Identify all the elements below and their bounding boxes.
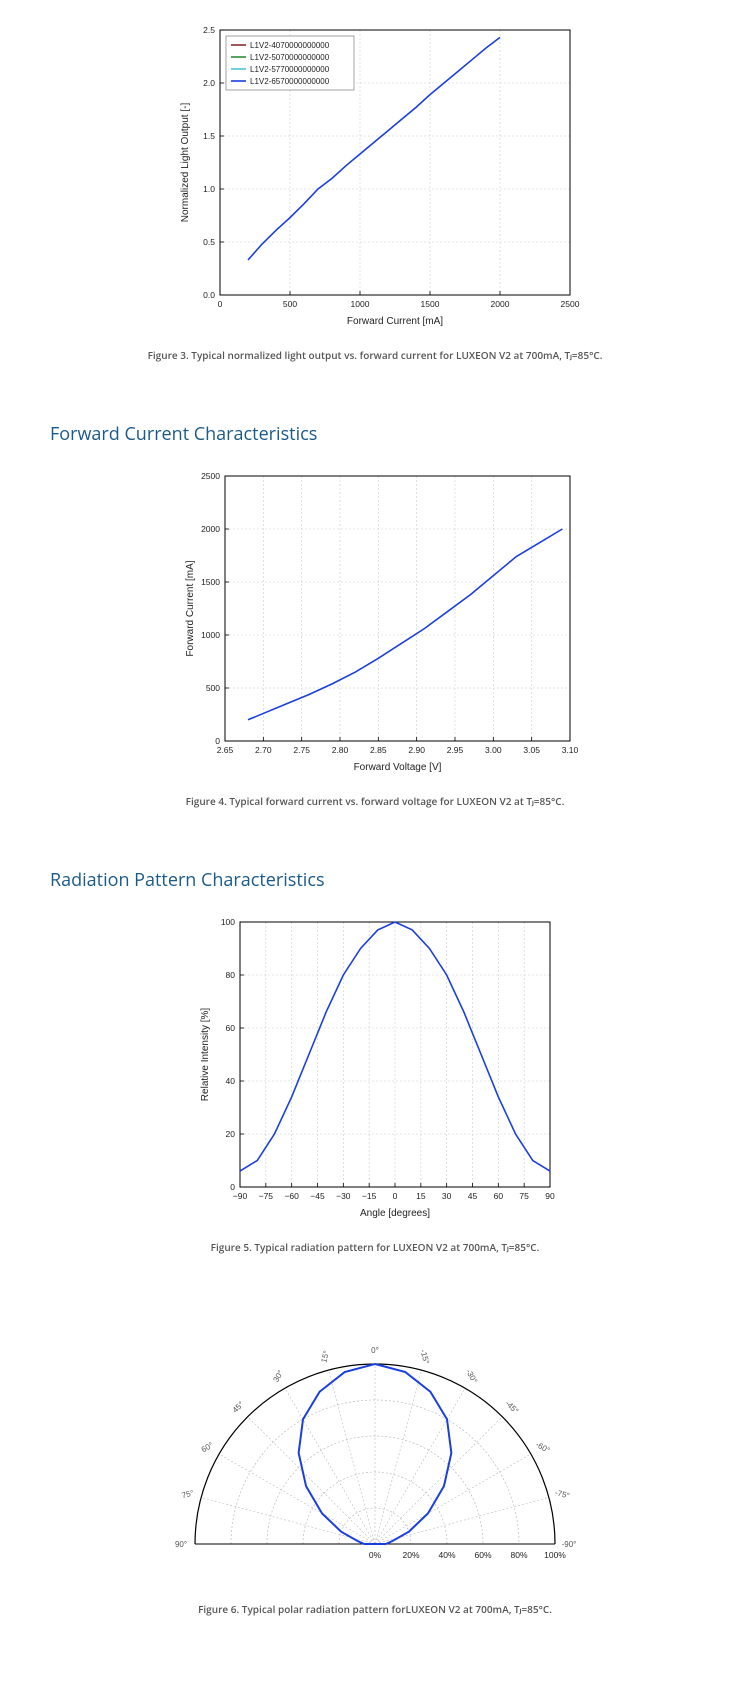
- svg-text:−15: −15: [362, 1191, 377, 1201]
- svg-text:30: 30: [442, 1191, 452, 1201]
- svg-text:2.90: 2.90: [408, 745, 425, 755]
- fig4-chart: 2.65 2.70 2.75 2.80 2.85 2.90 2.95 3.00 3.05 3.10…: [165, 466, 585, 776]
- svg-text:2500: 2500: [201, 471, 220, 481]
- svg-text:1000: 1000: [201, 630, 220, 640]
- figure-4: 2.65 2.70 2.75 2.80 2.85 2.90 2.95 3.00 3.05 3.10…: [50, 466, 700, 808]
- svg-text:500: 500: [206, 683, 220, 693]
- svg-text:-60°: -60°: [534, 1440, 551, 1455]
- svg-text:2.80: 2.80: [332, 745, 349, 755]
- svg-text:-45°: -45°: [503, 1399, 520, 1416]
- svg-text:L1V2-6570000000000: L1V2-6570000000000: [250, 77, 330, 86]
- svg-text:1.5: 1.5: [203, 131, 215, 141]
- fig6-chart: -90° -75° -60° -45° -30° -15° 0° 15° 30° 45° 60° 75…: [145, 1314, 605, 1584]
- fig6-caption: Figure 6. Typical polar radiation patter…: [50, 1602, 700, 1616]
- svg-text:2000: 2000: [201, 524, 220, 534]
- svg-text:0: 0: [218, 299, 223, 309]
- svg-text:2.65: 2.65: [217, 745, 234, 755]
- svg-text:L1V2-5770000000000: L1V2-5770000000000: [250, 65, 330, 74]
- svg-text:20: 20: [226, 1129, 236, 1139]
- svg-text:Angle [degrees]: Angle [degrees]: [360, 1208, 430, 1219]
- svg-text:1.0: 1.0: [203, 184, 215, 194]
- svg-text:−60: −60: [284, 1191, 299, 1201]
- svg-text:30°: 30°: [272, 1369, 286, 1384]
- svg-text:100: 100: [221, 917, 235, 927]
- svg-text:60: 60: [494, 1191, 504, 1201]
- svg-text:-75°: -75°: [554, 1488, 571, 1501]
- svg-text:40%: 40%: [438, 1550, 455, 1560]
- svg-text:−90: −90: [233, 1191, 248, 1201]
- svg-text:0%: 0%: [369, 1550, 382, 1560]
- svg-text:2.5: 2.5: [203, 25, 215, 35]
- svg-text:-90°: -90°: [562, 1540, 577, 1549]
- svg-text:80: 80: [226, 970, 236, 980]
- svg-text:20%: 20%: [402, 1550, 419, 1560]
- svg-text:100%: 100%: [544, 1550, 566, 1560]
- svg-text:Normalized Light Output [-]: Normalized Light Output [-]: [180, 103, 191, 223]
- svg-text:0.0: 0.0: [203, 290, 215, 300]
- fig3-chart: 0 500 1000 1500 2000 2500 0.0 0.5 1.0 1.5 2.0 2.5 Fo…: [165, 20, 585, 330]
- svg-text:-15°: -15°: [418, 1348, 431, 1365]
- svg-text:90°: 90°: [175, 1540, 187, 1549]
- svg-text:90: 90: [545, 1191, 555, 1201]
- svg-text:−75: −75: [259, 1191, 274, 1201]
- section-radiation-pattern: Radiation Pattern Characteristics: [50, 868, 700, 892]
- svg-text:-30°: -30°: [464, 1368, 479, 1385]
- svg-text:1000: 1000: [351, 299, 370, 309]
- svg-text:75: 75: [519, 1191, 529, 1201]
- svg-text:3.00: 3.00: [485, 745, 502, 755]
- svg-text:2500: 2500: [561, 299, 580, 309]
- figure-6: -90° -75° -60° -45° -30° -15° 0° 15° 30° 45° 60° 75…: [50, 1314, 700, 1616]
- svg-text:40: 40: [226, 1076, 236, 1086]
- svg-text:0: 0: [230, 1182, 235, 1192]
- svg-text:2.0: 2.0: [203, 78, 215, 88]
- svg-text:2000: 2000: [491, 299, 510, 309]
- svg-text:3.10: 3.10: [562, 745, 579, 755]
- fig5-chart: −90 −75 −60 −45 −30 −15 0 15 30 45 60 75 90 0 20 40 60 80…: [185, 912, 565, 1222]
- figure-5: −90 −75 −60 −45 −30 −15 0 15 30 45 60 75 90 0 20 40 60 80…: [50, 912, 700, 1254]
- svg-text:80%: 80%: [510, 1550, 527, 1560]
- svg-text:2.95: 2.95: [447, 745, 464, 755]
- svg-text:−30: −30: [336, 1191, 351, 1201]
- fig5-caption: Figure 5. Typical radiation pattern for …: [50, 1240, 700, 1254]
- svg-text:2.75: 2.75: [293, 745, 310, 755]
- svg-text:15: 15: [416, 1191, 426, 1201]
- svg-text:2.70: 2.70: [255, 745, 272, 755]
- svg-text:Forward Current [mA]: Forward Current [mA]: [185, 560, 196, 656]
- svg-text:2.85: 2.85: [370, 745, 387, 755]
- svg-text:0: 0: [215, 736, 220, 746]
- svg-text:Forward Voltage [V]: Forward Voltage [V]: [354, 762, 442, 773]
- svg-text:45°: 45°: [231, 1400, 246, 1415]
- svg-text:60%: 60%: [474, 1550, 491, 1560]
- svg-text:45: 45: [468, 1191, 478, 1201]
- svg-text:−45: −45: [310, 1191, 325, 1201]
- svg-text:0: 0: [393, 1191, 398, 1201]
- svg-text:1500: 1500: [421, 299, 440, 309]
- svg-text:0°: 0°: [371, 1346, 379, 1355]
- svg-text:75°: 75°: [181, 1488, 195, 1500]
- svg-text:L1V2-4070000000000: L1V2-4070000000000: [250, 41, 330, 50]
- svg-text:Forward Current [mA]: Forward Current [mA]: [347, 316, 443, 327]
- svg-text:Relative Intensity [%]: Relative Intensity [%]: [200, 1008, 211, 1102]
- svg-text:15°: 15°: [319, 1350, 331, 1364]
- svg-text:500: 500: [283, 299, 297, 309]
- svg-text:60: 60: [226, 1023, 236, 1033]
- svg-text:0.5: 0.5: [203, 237, 215, 247]
- section-forward-current: Forward Current Characteristics: [50, 422, 700, 446]
- svg-text:L1V2-5070000000000: L1V2-5070000000000: [250, 53, 330, 62]
- fig4-caption: Figure 4. Typical forward current vs. fo…: [50, 794, 700, 808]
- svg-text:3.05: 3.05: [523, 745, 540, 755]
- fig3-caption: Figure 3. Typical normalized light outpu…: [50, 348, 700, 362]
- figure-3: 0 500 1000 1500 2000 2500 0.0 0.5 1.0 1.5 2.0 2.5 Fo…: [50, 20, 700, 362]
- svg-text:1500: 1500: [201, 577, 220, 587]
- svg-text:60°: 60°: [200, 1441, 215, 1455]
